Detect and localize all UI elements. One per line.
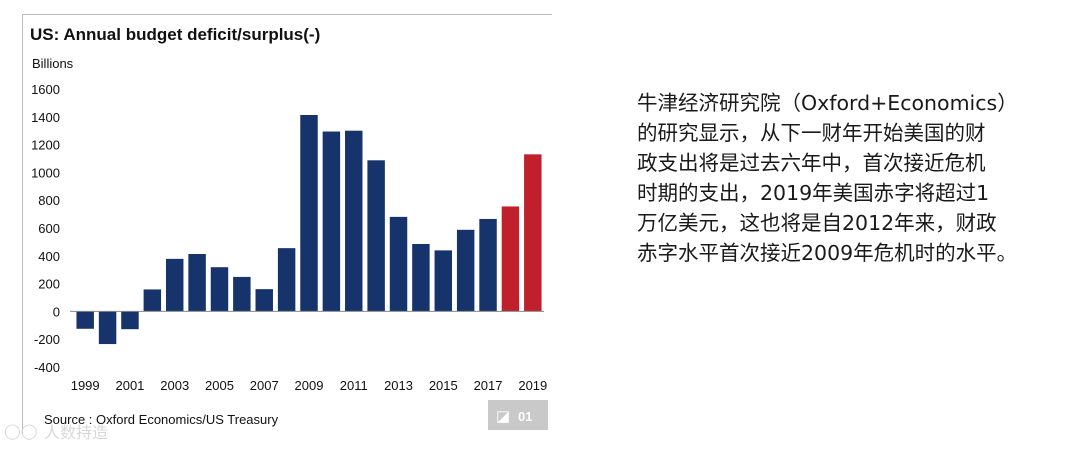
- bar-2000: [98, 311, 117, 345]
- bar-2016: [456, 229, 475, 312]
- panel-left-border: [22, 14, 23, 434]
- badge-box: [488, 400, 548, 430]
- y-tick-label: 1600: [31, 82, 60, 97]
- chart-panel: US: Annual budget deficit/surplus(-) Bil…: [22, 14, 552, 434]
- badge-number: 01: [518, 409, 532, 424]
- description-text: 牛津经济研究院（Oxford+Economics） 的研究显示，从下一财年开始美国…: [637, 88, 1067, 268]
- y-tick-label: 1200: [31, 138, 60, 153]
- y-tick-label: 600: [38, 221, 60, 236]
- y-tick-label: 1000: [31, 165, 60, 180]
- bar-2013: [389, 216, 408, 312]
- watermark-icon: ◯◯: [4, 423, 38, 440]
- bars: [76, 114, 542, 345]
- x-tick-label: 2001: [115, 378, 144, 393]
- chart-icon: ◪: [496, 408, 510, 425]
- bar-2010: [322, 131, 341, 312]
- x-tick-label: 2013: [384, 378, 413, 393]
- y-axis-ticks: -400 -200 0 200 400 600 800 1000 1200 1400 1600: [31, 82, 60, 375]
- y-tick-label: -400: [34, 360, 60, 375]
- description-line: 政支出将是过去六年中，首次接近危机: [637, 151, 986, 175]
- bar-2005: [210, 267, 229, 312]
- bar-2015: [434, 250, 453, 312]
- y-axis-label: Billions: [32, 56, 74, 71]
- description-line: 赤字水平首次接近2009年危机时的水平。: [637, 241, 1018, 265]
- bar-2004: [188, 253, 206, 312]
- x-tick-label: 2011: [340, 378, 368, 393]
- bar-2009: [300, 114, 318, 312]
- x-axis-ticks: 1999 2001 2003 2005 2007 2009 2011 2013 2015 2017…: [71, 378, 548, 393]
- bar-2002: [143, 289, 162, 312]
- bar-2017: [479, 218, 497, 312]
- bar-2006: [233, 276, 251, 312]
- description-line: 牛津经济研究院（Oxford+Economics）: [637, 91, 1018, 115]
- y-tick-label: 0: [53, 304, 60, 319]
- x-tick-label: 2015: [429, 378, 458, 393]
- bar-2007: [255, 289, 273, 312]
- bar-2008: [277, 248, 296, 312]
- watermark: ◯◯ 人数持造: [4, 423, 108, 442]
- bar-2012: [367, 160, 385, 312]
- chart-title: US: Annual budget deficit/surplus(-): [30, 25, 320, 44]
- y-tick-label: 400: [38, 249, 60, 264]
- bar-2011: [345, 130, 363, 312]
- bar-2003: [165, 258, 184, 312]
- x-tick-label: 2005: [205, 378, 234, 393]
- x-tick-label: 1999: [71, 378, 100, 393]
- y-tick-label: 800: [38, 193, 60, 208]
- watermark-text: 人数持造: [44, 424, 108, 442]
- bar-chart: US: Annual budget deficit/surplus(-) Bil…: [22, 14, 552, 434]
- y-tick-label: 1400: [31, 110, 60, 125]
- bar-1999: [76, 311, 94, 329]
- x-tick-label: 2019: [518, 378, 547, 393]
- description-line: 万亿美元，这也将是自2012年来，财政: [637, 211, 997, 235]
- description-line: 时期的支出，2019年美国赤字将超过1: [637, 181, 990, 205]
- x-tick-label: 2003: [160, 378, 189, 393]
- y-tick-label: 200: [38, 277, 60, 292]
- description-line: 的研究显示，从下一财年开始美国的财: [637, 121, 986, 145]
- source-note: Source : Oxford Economics/US Treasury: [44, 412, 279, 427]
- x-tick-label: 2007: [250, 378, 279, 393]
- panel-top-border: [22, 14, 552, 15]
- y-tick-label: -200: [34, 332, 60, 347]
- bar-2019: [524, 154, 542, 312]
- bar-2014: [412, 243, 430, 312]
- bar-2018: [501, 206, 520, 312]
- x-tick-label: 2009: [295, 378, 324, 393]
- x-tick-label: 2017: [474, 378, 503, 393]
- bar-2001: [121, 311, 139, 330]
